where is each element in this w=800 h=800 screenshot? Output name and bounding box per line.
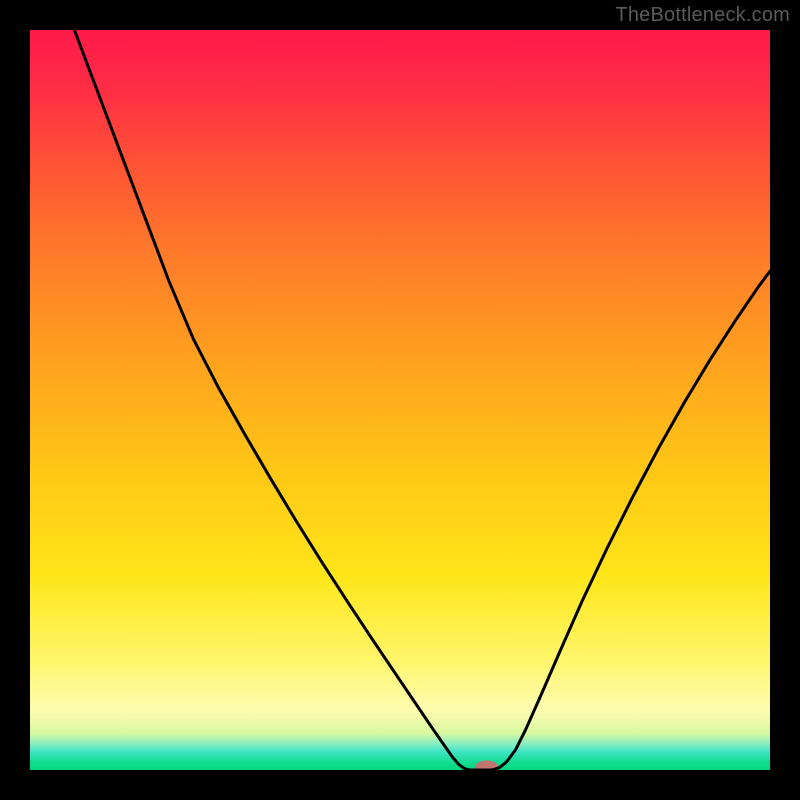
watermark-label: TheBottleneck.com <box>615 4 790 27</box>
bottleneck-chart: TheBottleneck.com <box>0 0 800 800</box>
plot-background <box>30 30 770 770</box>
chart-svg <box>0 0 800 800</box>
